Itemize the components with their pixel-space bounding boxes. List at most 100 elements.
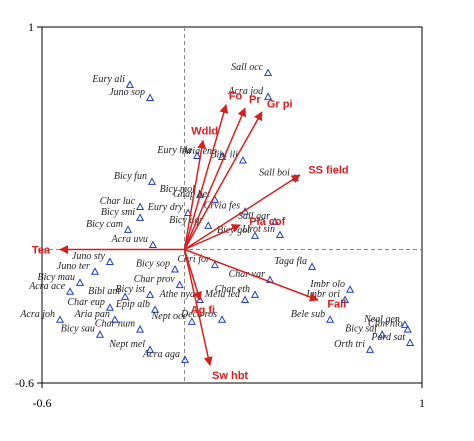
species-label: Eury hia: [156, 145, 192, 156]
species-point: [175, 280, 184, 289]
y-tick-label: -0.6: [15, 376, 34, 390]
species-point: [75, 278, 85, 286]
species-label: Juno ter: [57, 261, 90, 272]
species-point: [400, 320, 409, 328]
species-label: Gnap bet: [173, 189, 210, 200]
x-tick-label: 1: [419, 396, 425, 410]
vector-label: Pla cof: [249, 216, 285, 228]
species-point: [125, 80, 134, 88]
species-point: [308, 262, 317, 270]
species-label: Char eth: [215, 284, 250, 295]
vector-label: Tea: [32, 245, 51, 257]
species-label: Epip alb: [115, 299, 150, 310]
species-label: Char var: [229, 269, 266, 280]
species-point: [65, 287, 75, 295]
species-label: Acra joh: [19, 309, 55, 320]
species-label: Clim nio: [368, 319, 403, 330]
species-point: [121, 292, 130, 300]
species-point: [147, 177, 156, 185]
env-vector: [183, 107, 247, 250]
species-point: [136, 325, 145, 333]
species-label: Sall boi: [259, 167, 290, 178]
species-label: Athe nya: [159, 289, 195, 300]
species-point: [217, 315, 227, 323]
species-label: Urot sin: [242, 224, 275, 235]
species-point: [148, 240, 157, 249]
species-label: Bibl ant: [88, 286, 120, 297]
species-point: [238, 155, 247, 164]
species-point: [95, 330, 104, 338]
species-label: Bicy mau: [38, 272, 76, 283]
species-point: [105, 257, 114, 265]
species-label: Bicy saf: [345, 324, 378, 335]
species-label: Neal gen: [363, 314, 400, 325]
species-point: [251, 231, 260, 239]
env-vector: [184, 174, 301, 251]
vector-label: SS field: [308, 165, 348, 177]
species-point: [56, 315, 65, 323]
species-label: Acra aga: [142, 349, 180, 360]
species-point: [146, 93, 155, 101]
species-label: Bicy agr: [169, 215, 203, 226]
species-label: Juno sop: [109, 87, 145, 98]
species-label: Crvia fes: [204, 201, 240, 212]
species-label: Aria eno: [181, 146, 217, 157]
species-point: [204, 221, 213, 229]
species-point: [346, 285, 355, 293]
species-point: [264, 92, 273, 100]
species-point: [264, 68, 273, 77]
species-point: [136, 213, 145, 221]
species-label: Juno sty: [72, 251, 106, 262]
species-point: [146, 345, 155, 353]
vector-label: Gr pi: [267, 98, 293, 110]
species-label: Bicy mol: [160, 184, 195, 195]
species-label: Aria pan: [74, 309, 110, 320]
species-point: [90, 267, 99, 275]
species-label: Bicy sop: [136, 259, 170, 270]
species-label: Bicy fun: [114, 171, 147, 182]
species-label: Eury dry: [147, 202, 184, 213]
species-point: [241, 295, 250, 304]
x-tick-label: -0.6: [33, 396, 52, 410]
species-point: [146, 290, 155, 298]
species-label: Nept occ: [151, 311, 188, 322]
species-label: Sall occ: [231, 62, 263, 73]
species-point: [151, 305, 160, 313]
species-point: [110, 315, 119, 323]
env-vector: [183, 249, 213, 367]
species-label: Bele sub: [291, 309, 325, 320]
species-point: [270, 217, 280, 225]
species-point: [365, 345, 375, 353]
species-label: Orth tri: [334, 339, 365, 350]
species-label: Sall gar: [238, 211, 270, 222]
species-point: [180, 355, 190, 363]
vector-label: Pr: [249, 94, 261, 106]
species-label: Pard sat: [370, 332, 405, 343]
species-label: Char prov: [134, 274, 176, 285]
env-vector: [184, 224, 241, 251]
species-point: [251, 290, 260, 298]
species-label: Bicy ist: [115, 284, 145, 295]
species-label: Imbr olo: [309, 279, 345, 290]
species-label: Acra jod: [227, 86, 264, 97]
species-label: Nept mel: [108, 339, 145, 350]
vector-label: Fall: [327, 299, 346, 311]
species-point: [406, 338, 415, 346]
species-point: [187, 317, 196, 325]
species-point: [378, 330, 387, 338]
species-point: [210, 260, 219, 269]
plot-frame: [41, 26, 423, 384]
species-point: [123, 225, 133, 233]
species-label: Imbr ori: [305, 289, 340, 300]
species-label: Acra uvu: [111, 234, 148, 245]
y-tick-label: 1: [28, 20, 34, 34]
vector-label: Sw hbt: [212, 370, 248, 382]
species-label: Char eup: [67, 297, 105, 308]
species-label: Mela led: [204, 289, 241, 300]
species-point: [326, 315, 335, 323]
species-point: [136, 202, 145, 211]
vector-label: Ag fi: [191, 305, 215, 317]
env-vector: [184, 248, 319, 302]
species-label: Acra ace: [28, 281, 65, 292]
